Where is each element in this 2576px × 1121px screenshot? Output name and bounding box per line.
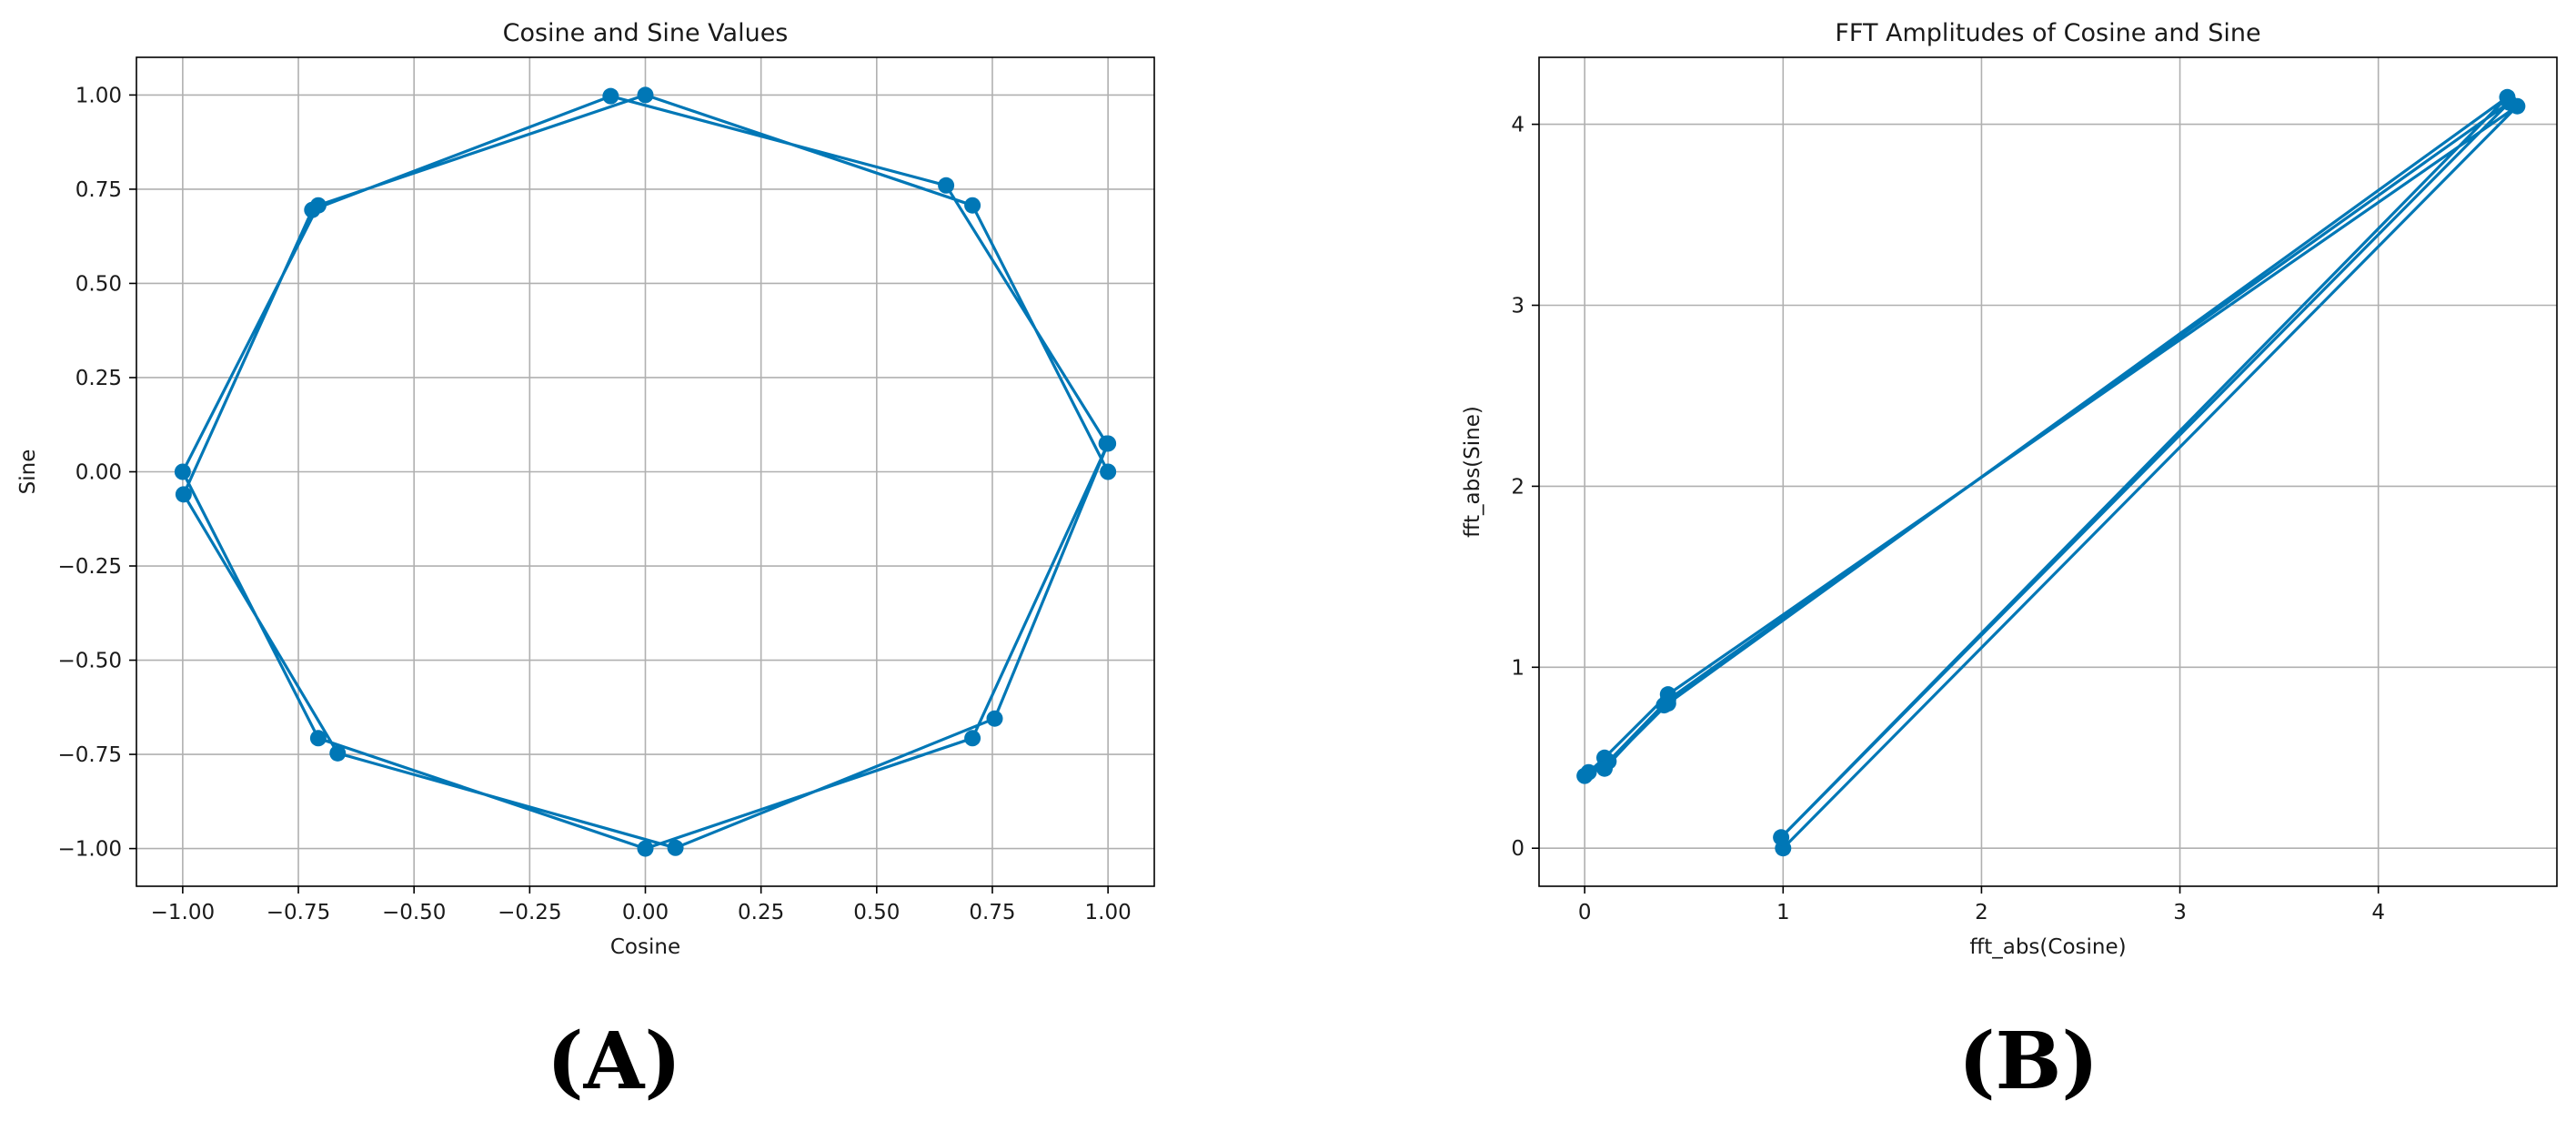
panel-b-series	[1576, 88, 2526, 857]
panel-a-ytick-label: −1.00	[58, 838, 122, 862]
panel-b-data-point	[2501, 94, 2518, 111]
panel-a-data-point	[175, 486, 192, 503]
panel-a-data-point	[329, 744, 347, 762]
panel-a-data-point	[1100, 463, 1117, 480]
panel-a-data-point	[602, 87, 619, 105]
panel-b-data-point	[1773, 829, 1790, 846]
panel-b-data-point	[1655, 697, 1673, 714]
panel-a-series	[174, 86, 1117, 857]
panel-a-xtick-label: 0.75	[969, 901, 1015, 924]
panel-a-xtick-label: 1.00	[1085, 901, 1132, 924]
panel-b-xlabel: fft_abs(Cosine)	[1969, 935, 2126, 959]
panel-a-xtick-label: 0.25	[738, 901, 784, 924]
panel-b-data-point	[1580, 763, 1597, 781]
panel-a-ytick-label: 0.25	[75, 367, 122, 390]
panel-a-chart: −1.00 −0.75 −0.50 −0.25 0.00 0.25 0.50 0.75 1.00…	[16, 19, 1155, 959]
panel-b-ytick-label: 1	[1511, 656, 1524, 680]
panel-a-xlabel: Cosine	[610, 935, 680, 959]
panel-a-data-point	[637, 86, 654, 104]
panel-a-data-point	[174, 463, 191, 480]
panel-a-ytick-label: 0.75	[75, 178, 122, 202]
panel-b-chart: 0 1 2 3 4 0 1 2 3 4 FFT Amplitudes of Cosine and …	[1461, 19, 2558, 959]
panel-a-xtick-label: 0.00	[622, 901, 669, 924]
panel-a-ticks: −1.00 −0.75 −0.50 −0.25 0.00 0.25 0.50 0.75 1.00…	[58, 84, 1132, 924]
panel-a-ytick-label: 0.50	[75, 272, 122, 296]
panel-a-title: Cosine and Sine Values	[503, 19, 789, 47]
panel-b-data-point	[1595, 760, 1613, 777]
panel-b-series-line	[1583, 96, 2519, 850]
panel-a-xtick-label: 0.50	[853, 901, 900, 924]
panel-a-data-point	[986, 710, 1003, 727]
panel-a-data-point	[938, 177, 955, 194]
panel-b-ylabel: fft_abs(Sine)	[1461, 406, 1484, 538]
panel-a-xtick-label: −1.00	[151, 901, 215, 924]
panel-b-axes-frame	[1538, 56, 2558, 887]
panel-a-ytick-label: 1.00	[75, 84, 122, 107]
panel-a-data-point	[637, 840, 654, 857]
panel-b-xtick-label: 3	[2173, 901, 2187, 924]
panel-a-grid	[136, 57, 1154, 886]
panel-b-xtick-label: 1	[1776, 901, 1790, 924]
panel-b-ytick-label: 2	[1511, 475, 1524, 499]
panel-a-ytick-label: 0.00	[75, 461, 122, 485]
panel-a-data-point	[309, 730, 327, 747]
panel-b-ytick-label: 3	[1511, 295, 1524, 318]
panel-label-b: (B)	[1958, 1015, 2098, 1107]
panel-a-data-point	[304, 201, 321, 218]
panel-a-ytick-label: −0.75	[58, 743, 122, 767]
panel-b-title: FFT Amplitudes of Cosine and Sine	[1835, 19, 2260, 47]
panel-a-data-point	[964, 197, 981, 214]
panel-a-ytick-label: −0.50	[58, 650, 122, 673]
panel-a-data-point	[1098, 435, 1115, 452]
panel-a-ytick-label: −0.25	[58, 555, 122, 579]
panel-a-data-point	[667, 839, 684, 856]
panel-a-xtick-label: −0.25	[498, 901, 561, 924]
panel-b-grid	[1539, 57, 2557, 886]
panel-b-ytick-label: 0	[1511, 837, 1524, 861]
panel-b-xtick-label: 2	[1975, 901, 1988, 924]
panel-a-xtick-label: −0.50	[382, 901, 446, 924]
panel-a-data-point	[964, 730, 981, 747]
panel-label-a: (A)	[547, 1015, 681, 1107]
panel-b-ytick-label: 4	[1511, 114, 1524, 137]
panel-b-xtick-label: 4	[2371, 901, 2385, 924]
panel-b-ticks: 0 1 2 3 4 0 1 2 3 4	[1511, 114, 2385, 924]
panel-b-xtick-label: 0	[1578, 901, 1592, 924]
panel-a-ylabel: Sine	[16, 449, 40, 495]
panel-a-xtick-label: −0.75	[267, 901, 330, 924]
